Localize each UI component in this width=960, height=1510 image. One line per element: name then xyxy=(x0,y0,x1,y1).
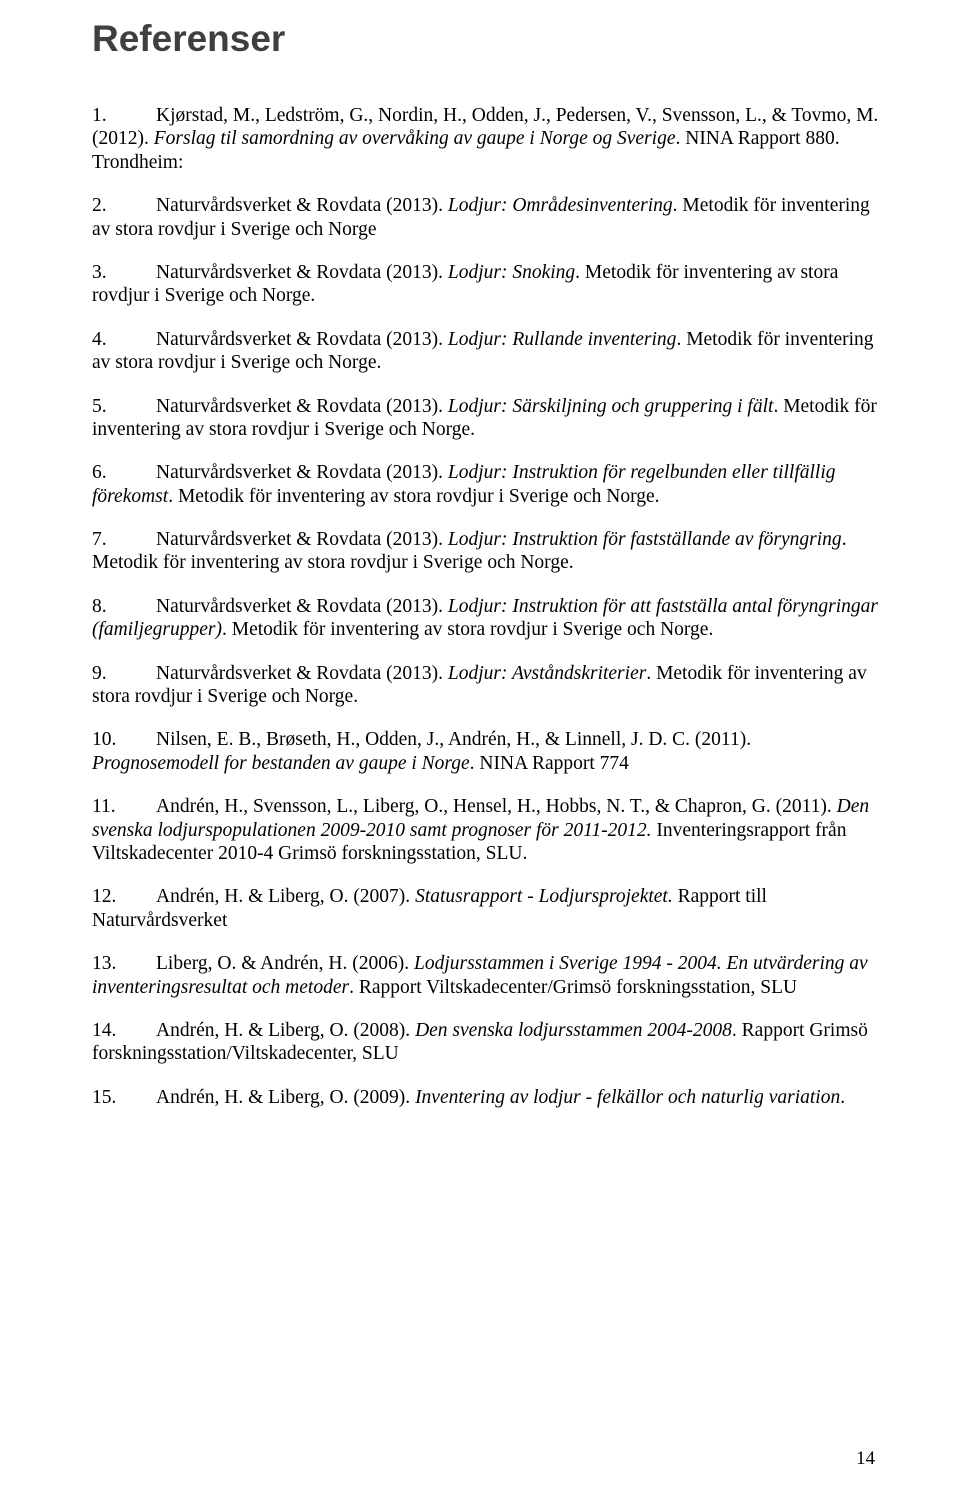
reference-number: 6. xyxy=(92,461,156,484)
page-title: Referenser xyxy=(92,18,880,60)
reference-number: 3. xyxy=(92,261,156,284)
reference-text-pre: Andrén, H. & Liberg, O. (2008). xyxy=(156,1020,415,1041)
page: Referenser 1.Kjørstad, M., Ledström, G.,… xyxy=(0,0,960,1510)
reference-item: 12.Andrén, H. & Liberg, O. (2007). Statu… xyxy=(92,885,880,932)
reference-text-pre: Nilsen, E. B., Brøseth, H., Odden, J., A… xyxy=(156,729,751,750)
reference-item: 2.Naturvårdsverket & Rovdata (2013). Lod… xyxy=(92,194,880,241)
reference-text-pre: Naturvårdsverket & Rovdata (2013). xyxy=(156,529,448,550)
reference-text-post: . Metodik för inventering av stora rovdj… xyxy=(222,619,713,640)
reference-number: 14. xyxy=(92,1019,156,1042)
reference-number: 11. xyxy=(92,795,156,818)
reference-number: 12. xyxy=(92,885,156,908)
reference-number: 13. xyxy=(92,952,156,975)
reference-text-pre: Andrén, H., Svensson, L., Liberg, O., He… xyxy=(156,796,837,817)
reference-title-italic: Lodjur: Områdesinventering xyxy=(448,195,673,216)
reference-item: 8.Naturvårdsverket & Rovdata (2013). Lod… xyxy=(92,595,880,642)
reference-title-italic: Lodjur: Rullande inventering xyxy=(448,329,677,350)
reference-text-pre: Naturvårdsverket & Rovdata (2013). xyxy=(156,396,448,417)
reference-title-italic: Den svenska lodjursstammen 2004-2008 xyxy=(415,1020,732,1041)
reference-number: 2. xyxy=(92,194,156,217)
reference-item: 15.Andrén, H. & Liberg, O. (2009). Inven… xyxy=(92,1086,880,1109)
reference-number: 8. xyxy=(92,595,156,618)
reference-item: 3.Naturvårdsverket & Rovdata (2013). Lod… xyxy=(92,261,880,308)
reference-number: 7. xyxy=(92,528,156,551)
reference-text-pre: Naturvårdsverket & Rovdata (2013). xyxy=(156,195,448,216)
reference-item: 7.Naturvårdsverket & Rovdata (2013). Lod… xyxy=(92,528,880,575)
reference-number: 5. xyxy=(92,395,156,418)
reference-text-post: . Metodik för inventering av stora rovdj… xyxy=(168,486,659,507)
reference-title-italic: Statusrapport - Lodjursprojektet. xyxy=(415,886,673,907)
reference-number: 15. xyxy=(92,1086,156,1109)
reference-number: 10. xyxy=(92,728,156,751)
reference-text-pre: Liberg, O. & Andrén, H. (2006). xyxy=(156,953,414,974)
reference-item: 13.Liberg, O. & Andrén, H. (2006). Lodju… xyxy=(92,952,880,999)
reference-text-post: . Rapport Viltskadecenter/Grimsö forskni… xyxy=(349,977,797,998)
reference-text-post: . xyxy=(840,1087,845,1108)
reference-title-italic: Forslag til samordning av overvåking av … xyxy=(154,128,676,149)
reference-text-pre: Andrén, H. & Liberg, O. (2007). xyxy=(156,886,415,907)
reference-text-pre: Naturvårdsverket & Rovdata (2013). xyxy=(156,596,448,617)
reference-text-pre: Andrén, H. & Liberg, O. (2009). xyxy=(156,1087,415,1108)
reference-text-pre: Naturvårdsverket & Rovdata (2013). xyxy=(156,462,448,483)
reference-list: 1.Kjørstad, M., Ledström, G., Nordin, H.… xyxy=(92,104,880,1109)
reference-title-italic: Lodjur: Instruktion för fastställande av… xyxy=(448,529,842,550)
reference-title-italic: Prognosemodell for bestanden av gaupe i … xyxy=(92,753,470,774)
page-number: 14 xyxy=(856,1448,875,1470)
reference-item: 14.Andrén, H. & Liberg, O. (2008). Den s… xyxy=(92,1019,880,1066)
reference-number: 1. xyxy=(92,104,156,127)
reference-title-italic: Lodjur: Snoking xyxy=(448,262,575,283)
reference-title-italic: Lodjur: Avståndskriterier xyxy=(448,663,646,684)
reference-item: 5.Naturvårdsverket & Rovdata (2013). Lod… xyxy=(92,395,880,442)
reference-title-italic: Inventering av lodjur - felkällor och na… xyxy=(415,1087,840,1108)
reference-item: 4.Naturvårdsverket & Rovdata (2013). Lod… xyxy=(92,328,880,375)
reference-number: 4. xyxy=(92,328,156,351)
reference-item: 6.Naturvårdsverket & Rovdata (2013). Lod… xyxy=(92,461,880,508)
reference-text-pre: Naturvårdsverket & Rovdata (2013). xyxy=(156,329,448,350)
reference-item: 9.Naturvårdsverket & Rovdata (2013). Lod… xyxy=(92,662,880,709)
reference-text-pre: Naturvårdsverket & Rovdata (2013). xyxy=(156,663,448,684)
reference-item: 11.Andrén, H., Svensson, L., Liberg, O.,… xyxy=(92,795,880,865)
reference-text-pre: Naturvårdsverket & Rovdata (2013). xyxy=(156,262,448,283)
reference-number: 9. xyxy=(92,662,156,685)
reference-title-italic: Lodjur: Särskiljning och gruppering i fä… xyxy=(448,396,774,417)
reference-item: 10.Nilsen, E. B., Brøseth, H., Odden, J.… xyxy=(92,728,880,775)
reference-item: 1.Kjørstad, M., Ledström, G., Nordin, H.… xyxy=(92,104,880,174)
reference-text-post: . NINA Rapport 774 xyxy=(470,753,629,774)
